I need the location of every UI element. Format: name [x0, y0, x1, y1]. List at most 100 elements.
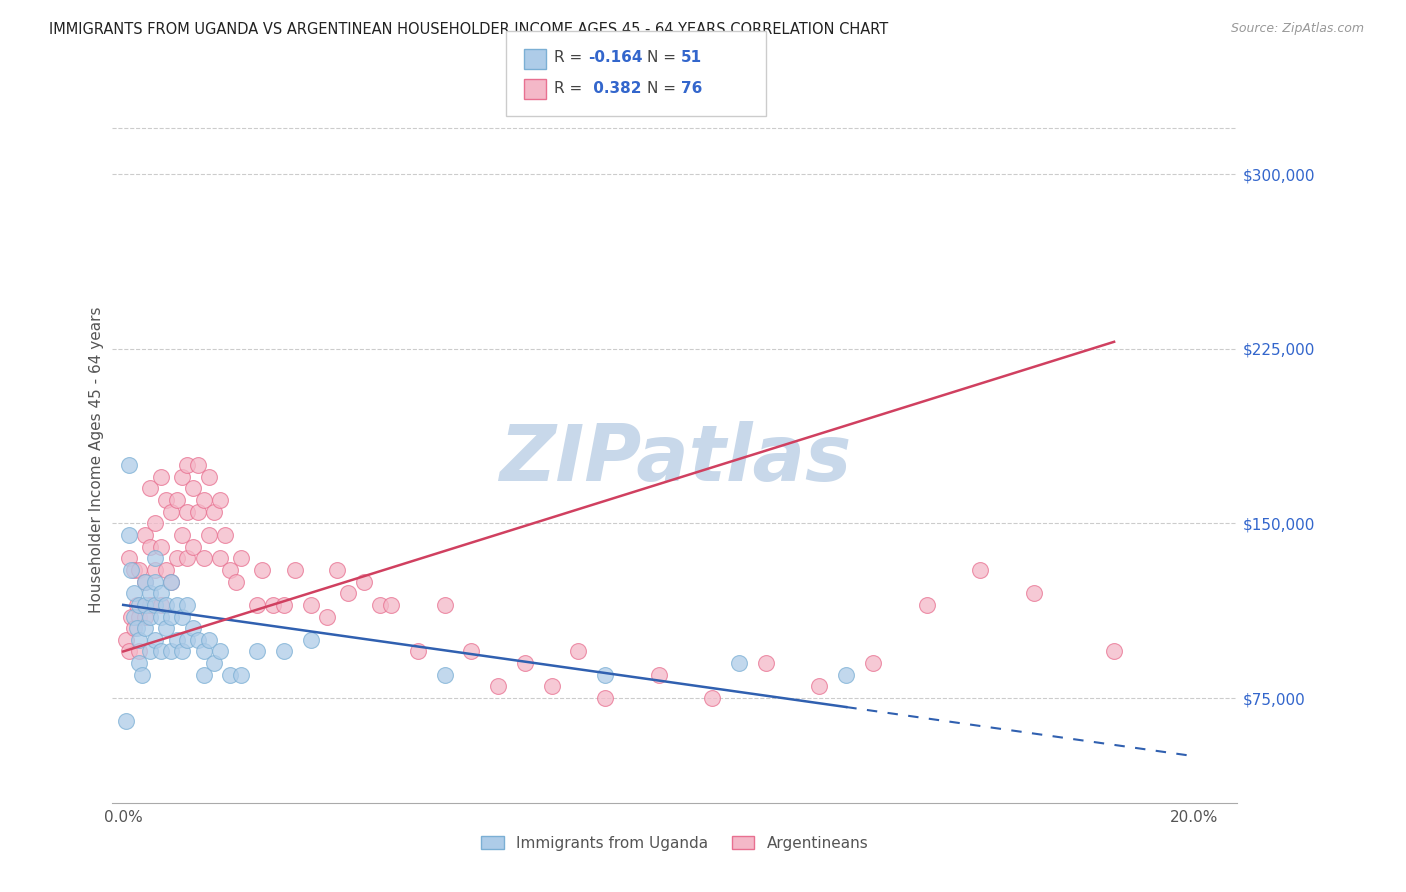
Point: [353, 574, 375, 589]
Point: [728, 656, 751, 670]
Point: [128, 632, 150, 647]
Point: [160, 505, 183, 519]
Point: [115, 714, 138, 729]
Text: ZIPatlas: ZIPatlas: [499, 421, 851, 498]
Point: [755, 656, 778, 670]
Point: [139, 598, 162, 612]
Point: [139, 644, 162, 658]
Point: [273, 598, 295, 612]
Point: [176, 598, 198, 612]
Point: [246, 598, 269, 612]
Point: [172, 644, 194, 658]
Point: [702, 691, 724, 706]
Point: [252, 563, 274, 577]
Point: [229, 667, 252, 681]
Point: [172, 609, 194, 624]
Point: [208, 493, 231, 508]
Point: [134, 574, 156, 589]
Point: [862, 656, 884, 670]
Point: [337, 586, 360, 600]
Point: [225, 574, 247, 589]
Point: [155, 493, 177, 508]
Text: -0.164: -0.164: [588, 51, 643, 65]
Point: [208, 644, 231, 658]
Point: [143, 551, 166, 566]
Point: [808, 679, 831, 693]
Point: [143, 574, 166, 589]
Point: [149, 540, 172, 554]
Point: [181, 482, 204, 496]
Point: [155, 598, 177, 612]
Point: [139, 540, 162, 554]
Point: [273, 644, 295, 658]
Point: [120, 609, 142, 624]
Point: [149, 586, 172, 600]
Point: [155, 563, 177, 577]
Point: [172, 528, 194, 542]
Point: [172, 470, 194, 484]
Point: [326, 563, 349, 577]
Point: [134, 621, 156, 635]
Point: [125, 598, 148, 612]
Point: [187, 505, 209, 519]
Point: [134, 574, 156, 589]
Point: [198, 632, 221, 647]
Point: [134, 528, 156, 542]
Point: [131, 667, 153, 681]
Point: [214, 528, 236, 542]
Point: [540, 679, 562, 693]
Point: [122, 609, 145, 624]
Point: [122, 621, 145, 635]
Point: [380, 598, 402, 612]
Point: [284, 563, 307, 577]
Point: [176, 505, 198, 519]
Text: R =: R =: [554, 51, 588, 65]
Point: [198, 470, 221, 484]
Point: [117, 644, 139, 658]
Point: [160, 574, 183, 589]
Point: [915, 598, 938, 612]
Point: [193, 493, 215, 508]
Point: [160, 574, 183, 589]
Point: [120, 563, 142, 577]
Point: [139, 482, 162, 496]
Point: [134, 609, 156, 624]
Point: [433, 667, 456, 681]
Point: [117, 551, 139, 566]
Y-axis label: Householder Income Ages 45 - 64 years: Householder Income Ages 45 - 64 years: [89, 306, 104, 613]
Point: [128, 656, 150, 670]
Point: [122, 563, 145, 577]
Point: [143, 563, 166, 577]
Point: [246, 644, 269, 658]
Point: [149, 644, 172, 658]
Point: [128, 644, 150, 658]
Point: [166, 551, 188, 566]
Point: [128, 598, 150, 612]
Point: [149, 598, 172, 612]
Point: [368, 598, 391, 612]
Point: [149, 609, 172, 624]
Point: [193, 551, 215, 566]
Point: [299, 598, 322, 612]
Point: [513, 656, 536, 670]
Point: [117, 528, 139, 542]
Point: [486, 679, 509, 693]
Point: [229, 551, 252, 566]
Text: N =: N =: [647, 51, 681, 65]
Point: [187, 632, 209, 647]
Point: [593, 667, 616, 681]
Point: [139, 586, 162, 600]
Point: [166, 598, 188, 612]
Point: [166, 632, 188, 647]
Point: [262, 598, 284, 612]
Point: [202, 656, 225, 670]
Point: [115, 632, 138, 647]
Point: [181, 621, 204, 635]
Text: 76: 76: [681, 81, 702, 95]
Point: [193, 667, 215, 681]
Point: [969, 563, 991, 577]
Point: [193, 644, 215, 658]
Text: 0.382: 0.382: [588, 81, 641, 95]
Point: [122, 586, 145, 600]
Point: [128, 609, 150, 624]
